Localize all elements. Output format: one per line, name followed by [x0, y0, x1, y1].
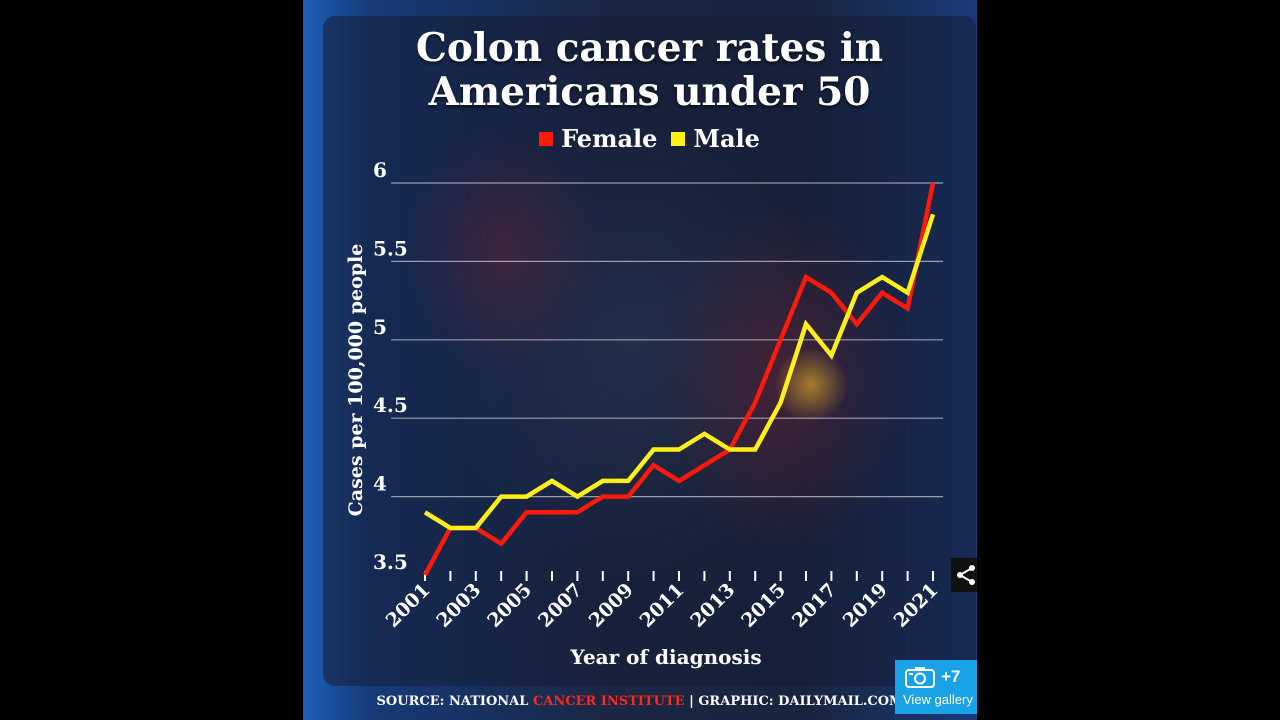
y-tick-label: 5: [373, 315, 387, 339]
x-tick-label: 2017: [788, 579, 841, 632]
y-tick-labels: 3.5 4 4.5 5 5.5 6: [373, 158, 408, 574]
chart-title: Colon cancer rates in Americans under 50: [415, 25, 884, 115]
legend-swatch-female: [539, 131, 554, 146]
camera-icon: [905, 667, 935, 688]
legend-item-male: Male: [671, 124, 760, 153]
legend-swatch-male: [671, 131, 686, 146]
y-tick-label: 5.5: [373, 236, 408, 260]
x-tick-label: 2013: [686, 579, 739, 632]
x-axis-label: Year of diagnosis: [569, 645, 761, 669]
source-credit: SOURCE: NATIONAL CANCER INSTITUTE | GRAP…: [303, 694, 977, 709]
view-gallery-button[interactable]: +7 View gallery: [895, 660, 977, 714]
share-icon: [957, 565, 975, 585]
series-line-female: [423, 182, 936, 577]
x-tick-label: 2015: [737, 579, 790, 632]
series-line-male: [423, 213, 936, 531]
x-tick-label: 2019: [839, 579, 892, 632]
y-tick-label: 3.5: [373, 550, 408, 574]
y-tick-label: 4.5: [373, 393, 408, 417]
legend-item-female: Female: [539, 124, 657, 153]
x-tick-label: 2021: [890, 579, 943, 632]
graphic-frame: Colon cancer rates in Americans under 50…: [303, 0, 977, 720]
y-axis-label: Cases per 100,000 people: [345, 244, 367, 517]
legend-label-female: Female: [561, 124, 658, 153]
x-tick-label: 2001: [382, 579, 435, 632]
line-chart: 3.544.555.56 200120032005200720092011201…: [345, 158, 943, 669]
series-lines: [423, 182, 936, 577]
x-tick-label: 2011: [636, 579, 689, 632]
x-tick-labels: 2001200320052007200920112013201520172019…: [382, 579, 943, 632]
y-tick-label: 6: [373, 158, 387, 182]
grid-lines: [391, 182, 943, 581]
y-tick-label: 4: [373, 472, 387, 496]
x-tick-label: 2009: [585, 579, 638, 632]
gallery-label: View gallery: [903, 692, 973, 707]
source-prefix: SOURCE: NATIONAL: [376, 694, 533, 709]
chart-panel: [323, 16, 976, 686]
source-highlight: CANCER INSTITUTE: [532, 694, 685, 709]
source-suffix: | GRAPHIC: DAILYMAIL.COM: [684, 694, 904, 709]
gallery-count: +7: [941, 667, 961, 686]
share-button[interactable]: [951, 558, 977, 592]
x-tick-label: 2003: [432, 579, 485, 632]
legend-label-male: Male: [693, 124, 760, 153]
x-tick-label: 2005: [483, 579, 536, 632]
legend: Female Male: [323, 124, 976, 153]
x-tick-label: 2007: [534, 579, 587, 632]
